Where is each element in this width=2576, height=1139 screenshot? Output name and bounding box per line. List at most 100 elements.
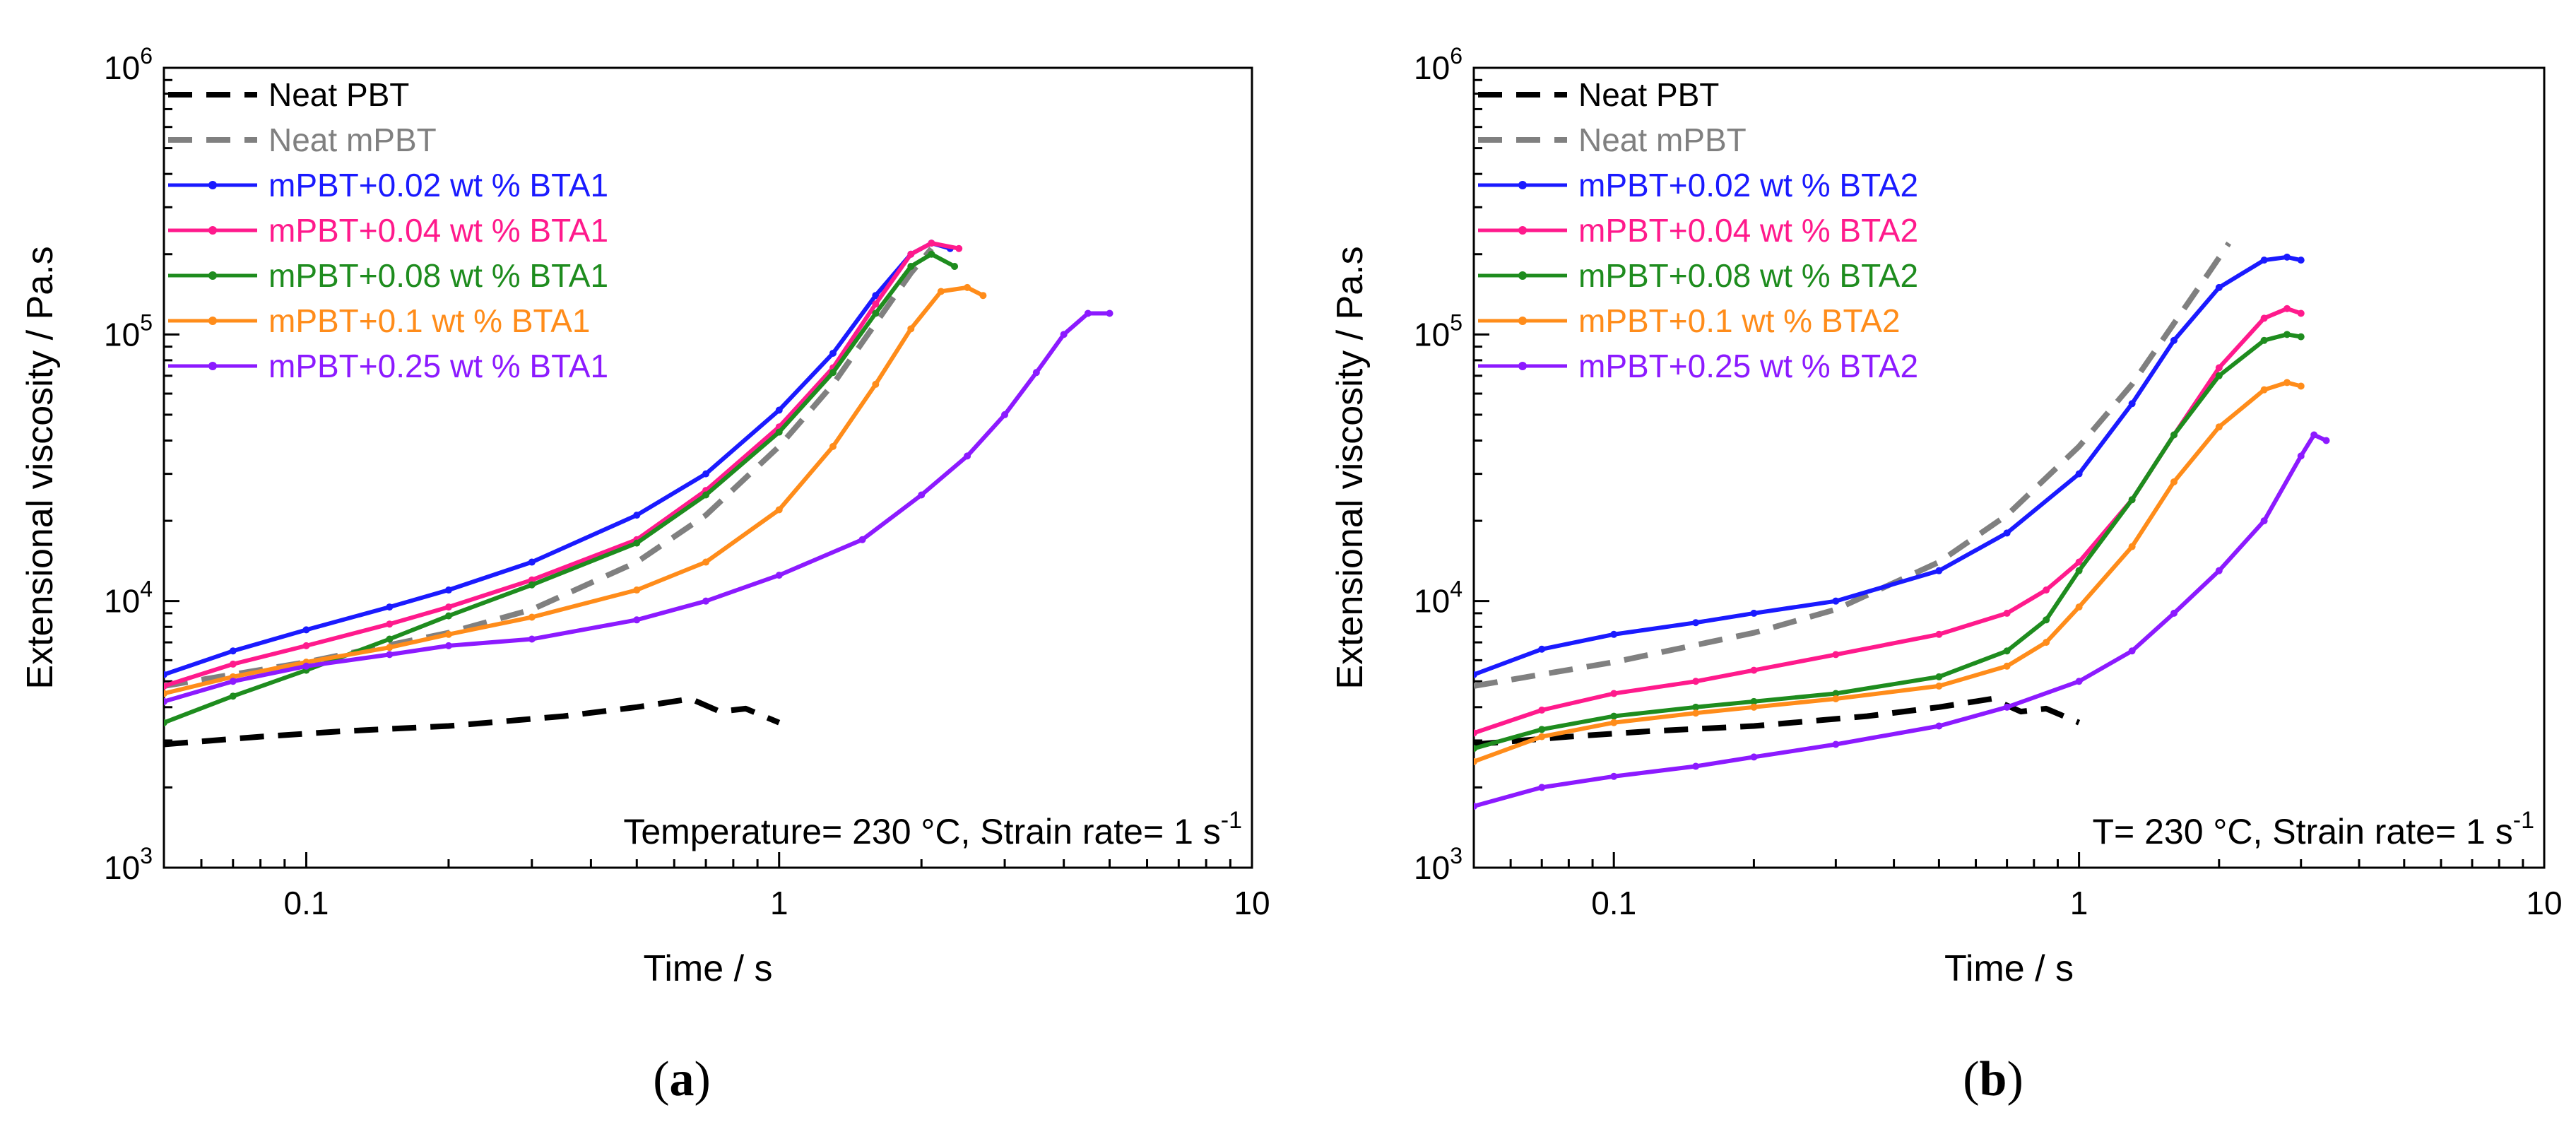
y-axis-title: Extensional viscosity / Pa.s — [1330, 246, 1371, 689]
data-point — [1610, 712, 1618, 720]
data-point — [775, 428, 783, 436]
y-axis-title: Extensional viscosity / Pa.s — [20, 246, 61, 689]
data-point — [444, 603, 452, 611]
data-point — [2003, 662, 2011, 670]
series-group — [1474, 241, 2330, 810]
data-point — [1538, 726, 1546, 733]
data-point — [1610, 719, 1618, 726]
data-point — [1610, 772, 1618, 780]
legend-entry-label: mPBT+0.25 wt % BTA2 — [1578, 348, 1918, 384]
data-point — [858, 536, 866, 543]
data-point — [1474, 729, 1477, 737]
data-point — [2260, 336, 2268, 344]
legend-entry-label: mPBT+0.08 wt % BTA1 — [268, 257, 608, 294]
data-point — [633, 512, 641, 519]
data-point — [829, 369, 837, 377]
legend-entry-label: Neat mPBT — [1578, 122, 1747, 158]
data-point — [2297, 309, 2305, 317]
legend-entry-label: Neat PBT — [1578, 76, 1719, 113]
data-point — [1750, 609, 1758, 617]
x-tick-label: 1 — [2070, 885, 2088, 921]
data-point — [229, 678, 237, 685]
data-point — [2283, 331, 2291, 338]
data-point — [444, 642, 452, 649]
data-point — [2215, 364, 2223, 372]
data-point — [2075, 470, 2083, 478]
data-point — [964, 452, 971, 460]
data-point — [2297, 333, 2305, 341]
data-point — [302, 626, 310, 634]
data-point — [2128, 496, 2136, 504]
data-point — [702, 597, 710, 605]
series-line-3 — [1474, 306, 2302, 736]
legend-marker — [1518, 362, 1527, 370]
legend-entry-label: mPBT+0.25 wt % BTA1 — [268, 348, 608, 384]
data-point — [2215, 423, 2223, 431]
legend-marker — [208, 271, 217, 280]
y-tick-label: 104 — [104, 577, 153, 620]
data-point — [775, 572, 783, 579]
data-point — [1538, 645, 1546, 653]
data-point — [1692, 678, 1700, 685]
data-point — [2043, 616, 2050, 624]
data-point — [2215, 372, 2223, 379]
legend-marker — [1518, 181, 1527, 189]
legend-entry-label: mPBT+0.04 wt % BTA2 — [1578, 212, 1918, 249]
data-point — [164, 690, 167, 697]
data-point — [1692, 703, 1700, 711]
series-line-3 — [164, 241, 959, 688]
data-point — [1610, 630, 1618, 638]
data-point — [2283, 305, 2291, 312]
data-point — [2075, 567, 2083, 574]
series-line-1 — [1474, 241, 2232, 689]
data-point — [386, 644, 394, 651]
series-line-5 — [1474, 380, 2302, 764]
data-point — [872, 292, 880, 300]
data-point — [2283, 253, 2291, 261]
data-point — [872, 300, 880, 308]
y-tick-label: 106 — [104, 43, 153, 86]
data-point — [2260, 517, 2268, 525]
x-tick-label: 10 — [2526, 885, 2562, 921]
data-point — [444, 630, 452, 638]
legend-entry-label: mPBT+0.1 wt % BTA2 — [1578, 302, 1900, 339]
x-axis-title: Time / s — [1944, 948, 2074, 989]
legend-marker — [208, 317, 217, 325]
data-point — [1692, 762, 1700, 770]
data-point — [528, 635, 536, 643]
data-point — [829, 442, 837, 450]
data-point — [229, 660, 237, 668]
data-point — [937, 288, 945, 295]
data-point — [1935, 567, 1943, 574]
data-point — [907, 263, 915, 271]
data-point — [2260, 314, 2268, 322]
x-tick-label: 0.1 — [1591, 885, 1636, 921]
legend-marker — [1518, 271, 1527, 280]
data-point — [164, 697, 167, 705]
data-point — [702, 470, 710, 478]
data-point — [1750, 753, 1758, 761]
data-point — [1538, 706, 1546, 714]
data-point — [1935, 682, 1943, 690]
data-point — [2003, 609, 2011, 617]
data-point — [1032, 369, 1040, 377]
data-point — [386, 603, 394, 611]
data-point — [702, 558, 710, 566]
data-point — [2170, 478, 2178, 485]
data-point — [1106, 309, 1113, 317]
legend-entry-label: mPBT+0.1 wt % BTA1 — [268, 302, 590, 339]
data-point — [2003, 703, 2011, 711]
data-point — [633, 616, 641, 624]
data-point — [2260, 386, 2268, 394]
data-point — [164, 682, 167, 690]
legend-marker — [208, 181, 217, 189]
y-tick-label: 105 — [1414, 309, 1463, 353]
data-point — [775, 506, 783, 514]
plot-frame — [1472, 66, 2546, 869]
data-point — [2310, 431, 2318, 439]
data-point — [386, 635, 394, 643]
x-tick-label: 10 — [1234, 885, 1270, 921]
chart-panel-b: 0.1 1 10 103 104 105 106 Time / s Extensional vi… — [1330, 43, 2563, 1106]
data-point — [2170, 431, 2178, 439]
